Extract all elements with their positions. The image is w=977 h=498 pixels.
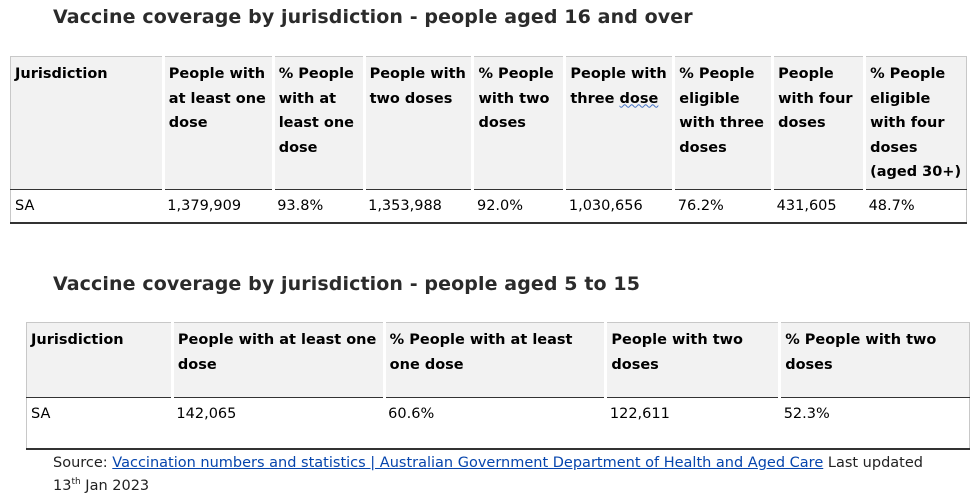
table-cell: 122,611 <box>609 406 670 422</box>
table-row: SA 142,065 60.6% 122,611 52.3% <box>27 398 970 450</box>
source-note: Source: Vaccination numbers and statisti… <box>53 452 933 498</box>
table-cell: SA <box>31 406 51 422</box>
column-header: People with two doses <box>604 322 780 398</box>
table-cell: 431,605 <box>776 198 837 214</box>
source-label: Source: <box>53 455 108 471</box>
coverage-5-to-15-table: Jurisdiction People with at least one do… <box>26 322 970 450</box>
last-updated-text: Last updated 13 <box>53 455 923 494</box>
table-cell: 142,065 <box>176 406 237 422</box>
table-cell: 1,379,909 <box>167 198 242 214</box>
column-header: People with two doses <box>362 56 473 190</box>
table-cell: 92.0% <box>476 198 524 214</box>
last-updated-date: Jan 2023 <box>85 478 150 494</box>
column-header: % People with at least one dose <box>271 56 365 190</box>
spellcheck-word: dose <box>619 90 659 107</box>
table-cell: 48.7% <box>868 198 915 214</box>
column-header: % People eligible with four doses (aged … <box>863 56 967 190</box>
date-ordinal: th <box>71 477 81 488</box>
column-header: % People with at least one dose <box>382 322 606 398</box>
table-header-row: Jurisdiction People with at least one do… <box>26 322 970 398</box>
table-cell: SA <box>15 198 35 214</box>
table-cell: 60.6% <box>388 406 435 422</box>
table-cell: 93.8% <box>277 198 324 214</box>
coverage-16-plus-table: Jurisdiction People with at least one do… <box>10 56 967 224</box>
table-cell: 52.3% <box>783 406 830 422</box>
column-header: % People eligible with three doses <box>672 56 773 190</box>
column-header: % People with two doses <box>778 322 970 398</box>
column-header: People with three dose <box>563 56 674 190</box>
table-cell: 1,353,988 <box>368 198 442 214</box>
table1-title: Vaccine coverage by jurisdiction - peopl… <box>53 6 693 28</box>
column-header: People with at least one dose <box>161 56 274 190</box>
table2-title: Vaccine coverage by jurisdiction - peopl… <box>53 273 641 295</box>
table-header-row: Jurisdiction People with at least one do… <box>10 56 967 190</box>
table-cell: 1,030,656 <box>568 198 643 214</box>
column-header: Jurisdiction <box>10 56 164 190</box>
column-header: People with at least one dose <box>170 322 385 398</box>
table-cell: 76.2% <box>677 198 724 214</box>
column-header: Jurisdiction <box>26 322 173 398</box>
column-header: People with four doses <box>771 56 865 190</box>
source-link[interactable]: Vaccination numbers and statistics | Aus… <box>112 455 824 471</box>
table-row: SA 1,379,909 93.8% 1,353,988 92.0% 1,030… <box>11 190 967 224</box>
column-header: % People with two doses <box>471 56 565 190</box>
